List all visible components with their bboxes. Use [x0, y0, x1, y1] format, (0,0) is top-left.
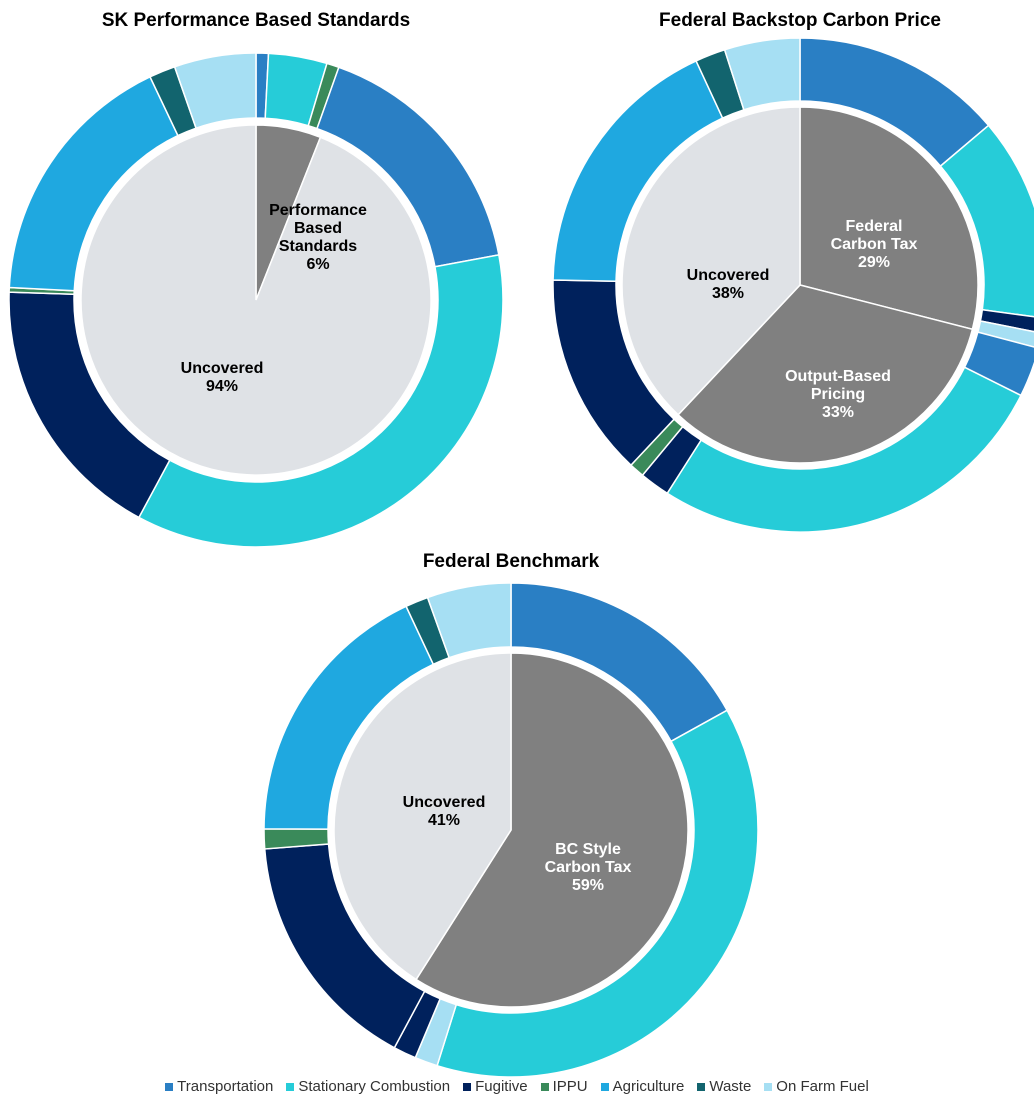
- slice-name: Uncovered: [686, 267, 770, 284]
- slice-name: Performance Based Standards: [269, 202, 367, 255]
- pie-slice: [80, 124, 432, 476]
- slice-value: 59%: [571, 877, 605, 894]
- slice-name: Federal Carbon Tax: [830, 218, 918, 253]
- slice-name: Uncovered: [402, 794, 486, 811]
- legend-item: Transportation: [165, 1078, 273, 1095]
- legend-item: IPPU: [540, 1078, 588, 1095]
- legend-item: Stationary Combustion: [286, 1078, 450, 1095]
- ring-segment: [426, 582, 512, 659]
- legend-swatch: [286, 1082, 295, 1091]
- legend-swatch: [540, 1082, 549, 1091]
- slice-label: Output-Based Pricing 33%: [782, 368, 894, 422]
- pie-slice: [333, 652, 512, 981]
- legend-item: On Farm Fuel: [764, 1078, 869, 1095]
- slice-name: Output-Based Pricing: [785, 368, 891, 403]
- legend-swatch: [463, 1082, 472, 1091]
- slice-label: Performance Based Standards 6%: [262, 202, 374, 274]
- legend: Transportation Stationary Combustion Fugit…: [0, 1078, 1034, 1095]
- legend-item: Fugitive: [463, 1078, 528, 1095]
- legend-label: IPPU: [552, 1078, 588, 1095]
- chart-title: SK Performance Based Standards: [101, 10, 411, 31]
- legend-swatch: [697, 1082, 706, 1091]
- ring-segment: [939, 124, 1034, 318]
- pie-slice: [621, 106, 801, 416]
- chart-title: Federal Backstop Carbon Price: [659, 10, 941, 31]
- slice-value: 94%: [205, 378, 239, 395]
- slice-label: Uncovered 94%: [166, 360, 278, 396]
- legend-label: Fugitive: [475, 1078, 528, 1095]
- legend-item: Waste: [697, 1078, 751, 1095]
- pie-slice: [677, 284, 974, 464]
- legend-swatch: [764, 1082, 773, 1091]
- slice-value: 33%: [821, 404, 855, 421]
- pie-slice: [415, 652, 689, 1008]
- slice-name: Uncovered: [180, 360, 264, 377]
- legend-label: Agriculture: [612, 1078, 685, 1095]
- slice-value: 38%: [711, 285, 745, 302]
- slice-value: 6%: [306, 256, 330, 273]
- legend-swatch: [600, 1082, 609, 1091]
- ring-segment: [173, 52, 257, 130]
- legend-label: On Farm Fuel: [776, 1078, 869, 1095]
- pie-slice: [799, 106, 979, 331]
- slice-name: BC Style Carbon Tax: [544, 841, 632, 876]
- legend-swatch: [165, 1082, 174, 1091]
- legend-label: Transportation: [177, 1078, 274, 1095]
- legend-item: Agriculture: [600, 1078, 685, 1095]
- ring-segment: [723, 37, 801, 111]
- slice-label: BC Style Carbon Tax 59%: [532, 841, 644, 895]
- slice-value: 29%: [857, 254, 891, 271]
- ring-segment: [137, 254, 504, 548]
- legend-label: Waste: [709, 1078, 752, 1095]
- chart-title: Federal Benchmark: [422, 551, 600, 572]
- ring-segment: [436, 709, 759, 1078]
- slice-label: Federal Carbon Tax 29%: [818, 218, 930, 272]
- slice-value: 41%: [427, 812, 461, 829]
- slice-label: Uncovered 38%: [672, 267, 784, 303]
- legend-label: Stationary Combustion: [298, 1078, 451, 1095]
- slice-label: Uncovered 41%: [388, 794, 500, 830]
